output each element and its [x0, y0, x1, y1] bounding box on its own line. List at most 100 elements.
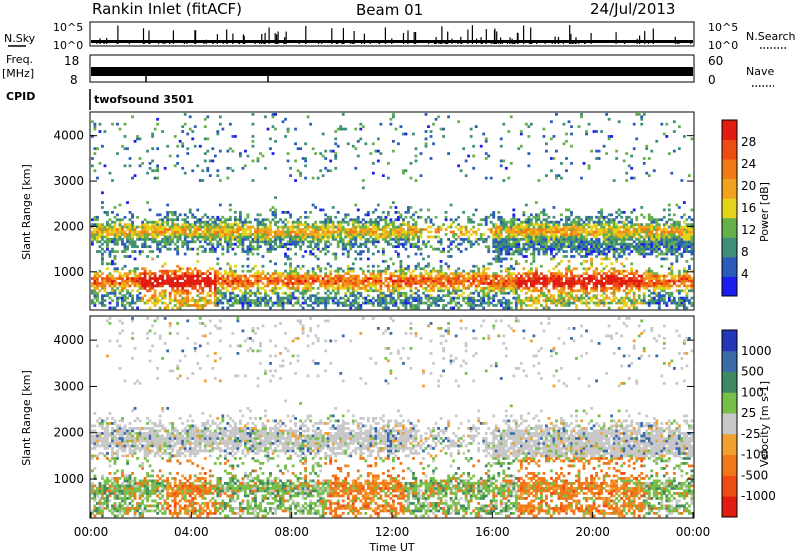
power-cell	[307, 245, 310, 248]
power-cell	[179, 292, 182, 295]
power-cell	[395, 299, 398, 302]
power-cell	[201, 233, 204, 236]
power-cell	[417, 280, 420, 283]
power-cell	[239, 221, 242, 224]
power-cell	[176, 238, 179, 241]
power-cell	[322, 223, 325, 226]
power-cell	[344, 294, 347, 297]
power-cell	[289, 240, 292, 243]
power-cell	[204, 226, 207, 229]
power-cell	[548, 280, 551, 283]
power-cell	[397, 270, 400, 273]
power-cell	[324, 253, 327, 256]
power-cell	[267, 277, 270, 280]
power-cell	[134, 245, 137, 248]
power-cell	[507, 304, 510, 307]
power-cell	[440, 280, 443, 283]
power-cell	[580, 302, 583, 305]
power-cell	[472, 265, 475, 268]
power-cell	[236, 228, 239, 231]
power-cell	[214, 294, 217, 297]
power-cell	[259, 233, 262, 236]
power-cell	[176, 307, 179, 310]
power-cell	[312, 233, 315, 236]
power-cell	[502, 277, 505, 280]
power-cell	[497, 253, 500, 256]
power-cell	[159, 223, 162, 226]
power-cell	[166, 248, 169, 251]
power-cell	[517, 272, 520, 275]
power-cell	[312, 236, 315, 239]
power-cell	[367, 265, 370, 268]
power-cell	[575, 250, 578, 253]
power-cell	[287, 240, 290, 243]
power-cell	[565, 226, 568, 229]
power-cell	[487, 289, 490, 292]
power-cell	[134, 275, 137, 278]
power-cell	[460, 243, 463, 246]
power-cell	[352, 262, 355, 265]
power-cell	[512, 213, 515, 216]
power-cell	[367, 238, 370, 241]
power-cell	[387, 231, 390, 234]
power-cell	[389, 206, 392, 209]
power-cell	[181, 130, 184, 133]
power-cell	[460, 282, 463, 285]
power-cell	[485, 138, 488, 141]
power-cell	[96, 238, 99, 241]
power-cell	[400, 233, 403, 236]
power-cell	[347, 282, 350, 285]
power-cell	[568, 218, 571, 221]
power-cell	[452, 221, 455, 224]
power-cell	[146, 221, 149, 224]
power-cell	[347, 233, 350, 236]
power-cell	[151, 226, 154, 229]
power-cell	[236, 275, 239, 278]
power-cell	[99, 270, 102, 273]
power-cell	[452, 289, 455, 292]
power-cell	[603, 216, 606, 219]
power-cell	[304, 277, 307, 280]
power-cell	[236, 218, 239, 221]
power-cell	[573, 238, 576, 241]
power-cell	[405, 233, 408, 236]
power-cell	[166, 218, 169, 221]
power-cell	[119, 275, 122, 278]
power-cell	[600, 270, 603, 273]
power-cell	[520, 285, 523, 288]
power-cell	[550, 233, 553, 236]
power-cell	[362, 270, 365, 273]
power-cell	[427, 277, 430, 280]
power-cell	[530, 253, 533, 256]
power-cell	[565, 240, 568, 243]
power-cell	[568, 297, 571, 300]
power-cell	[560, 280, 563, 283]
power-cell	[131, 270, 134, 273]
power-cell	[492, 289, 495, 292]
power-cell	[214, 250, 217, 253]
power-cell	[149, 299, 152, 302]
power-cell	[254, 304, 257, 307]
power-cell	[517, 297, 520, 300]
power-cell	[91, 292, 94, 295]
power-cell	[252, 238, 255, 241]
power-cell	[257, 213, 260, 216]
power-cell	[99, 282, 102, 285]
power-cell	[497, 248, 500, 251]
power-cell	[578, 248, 581, 251]
power-cell	[96, 275, 99, 278]
power-cell	[284, 135, 287, 138]
power-cell	[565, 280, 568, 283]
power-cell	[527, 223, 530, 226]
power-cell	[327, 245, 330, 248]
power-cell	[374, 280, 377, 283]
power-cell	[595, 270, 598, 273]
power-cell	[540, 292, 543, 295]
power-cell	[289, 299, 292, 302]
power-cell	[234, 231, 237, 234]
power-cell	[179, 270, 182, 273]
power-cell	[354, 236, 357, 239]
power-cell	[510, 272, 513, 275]
power-cell	[116, 304, 119, 307]
power-cell	[226, 275, 229, 278]
